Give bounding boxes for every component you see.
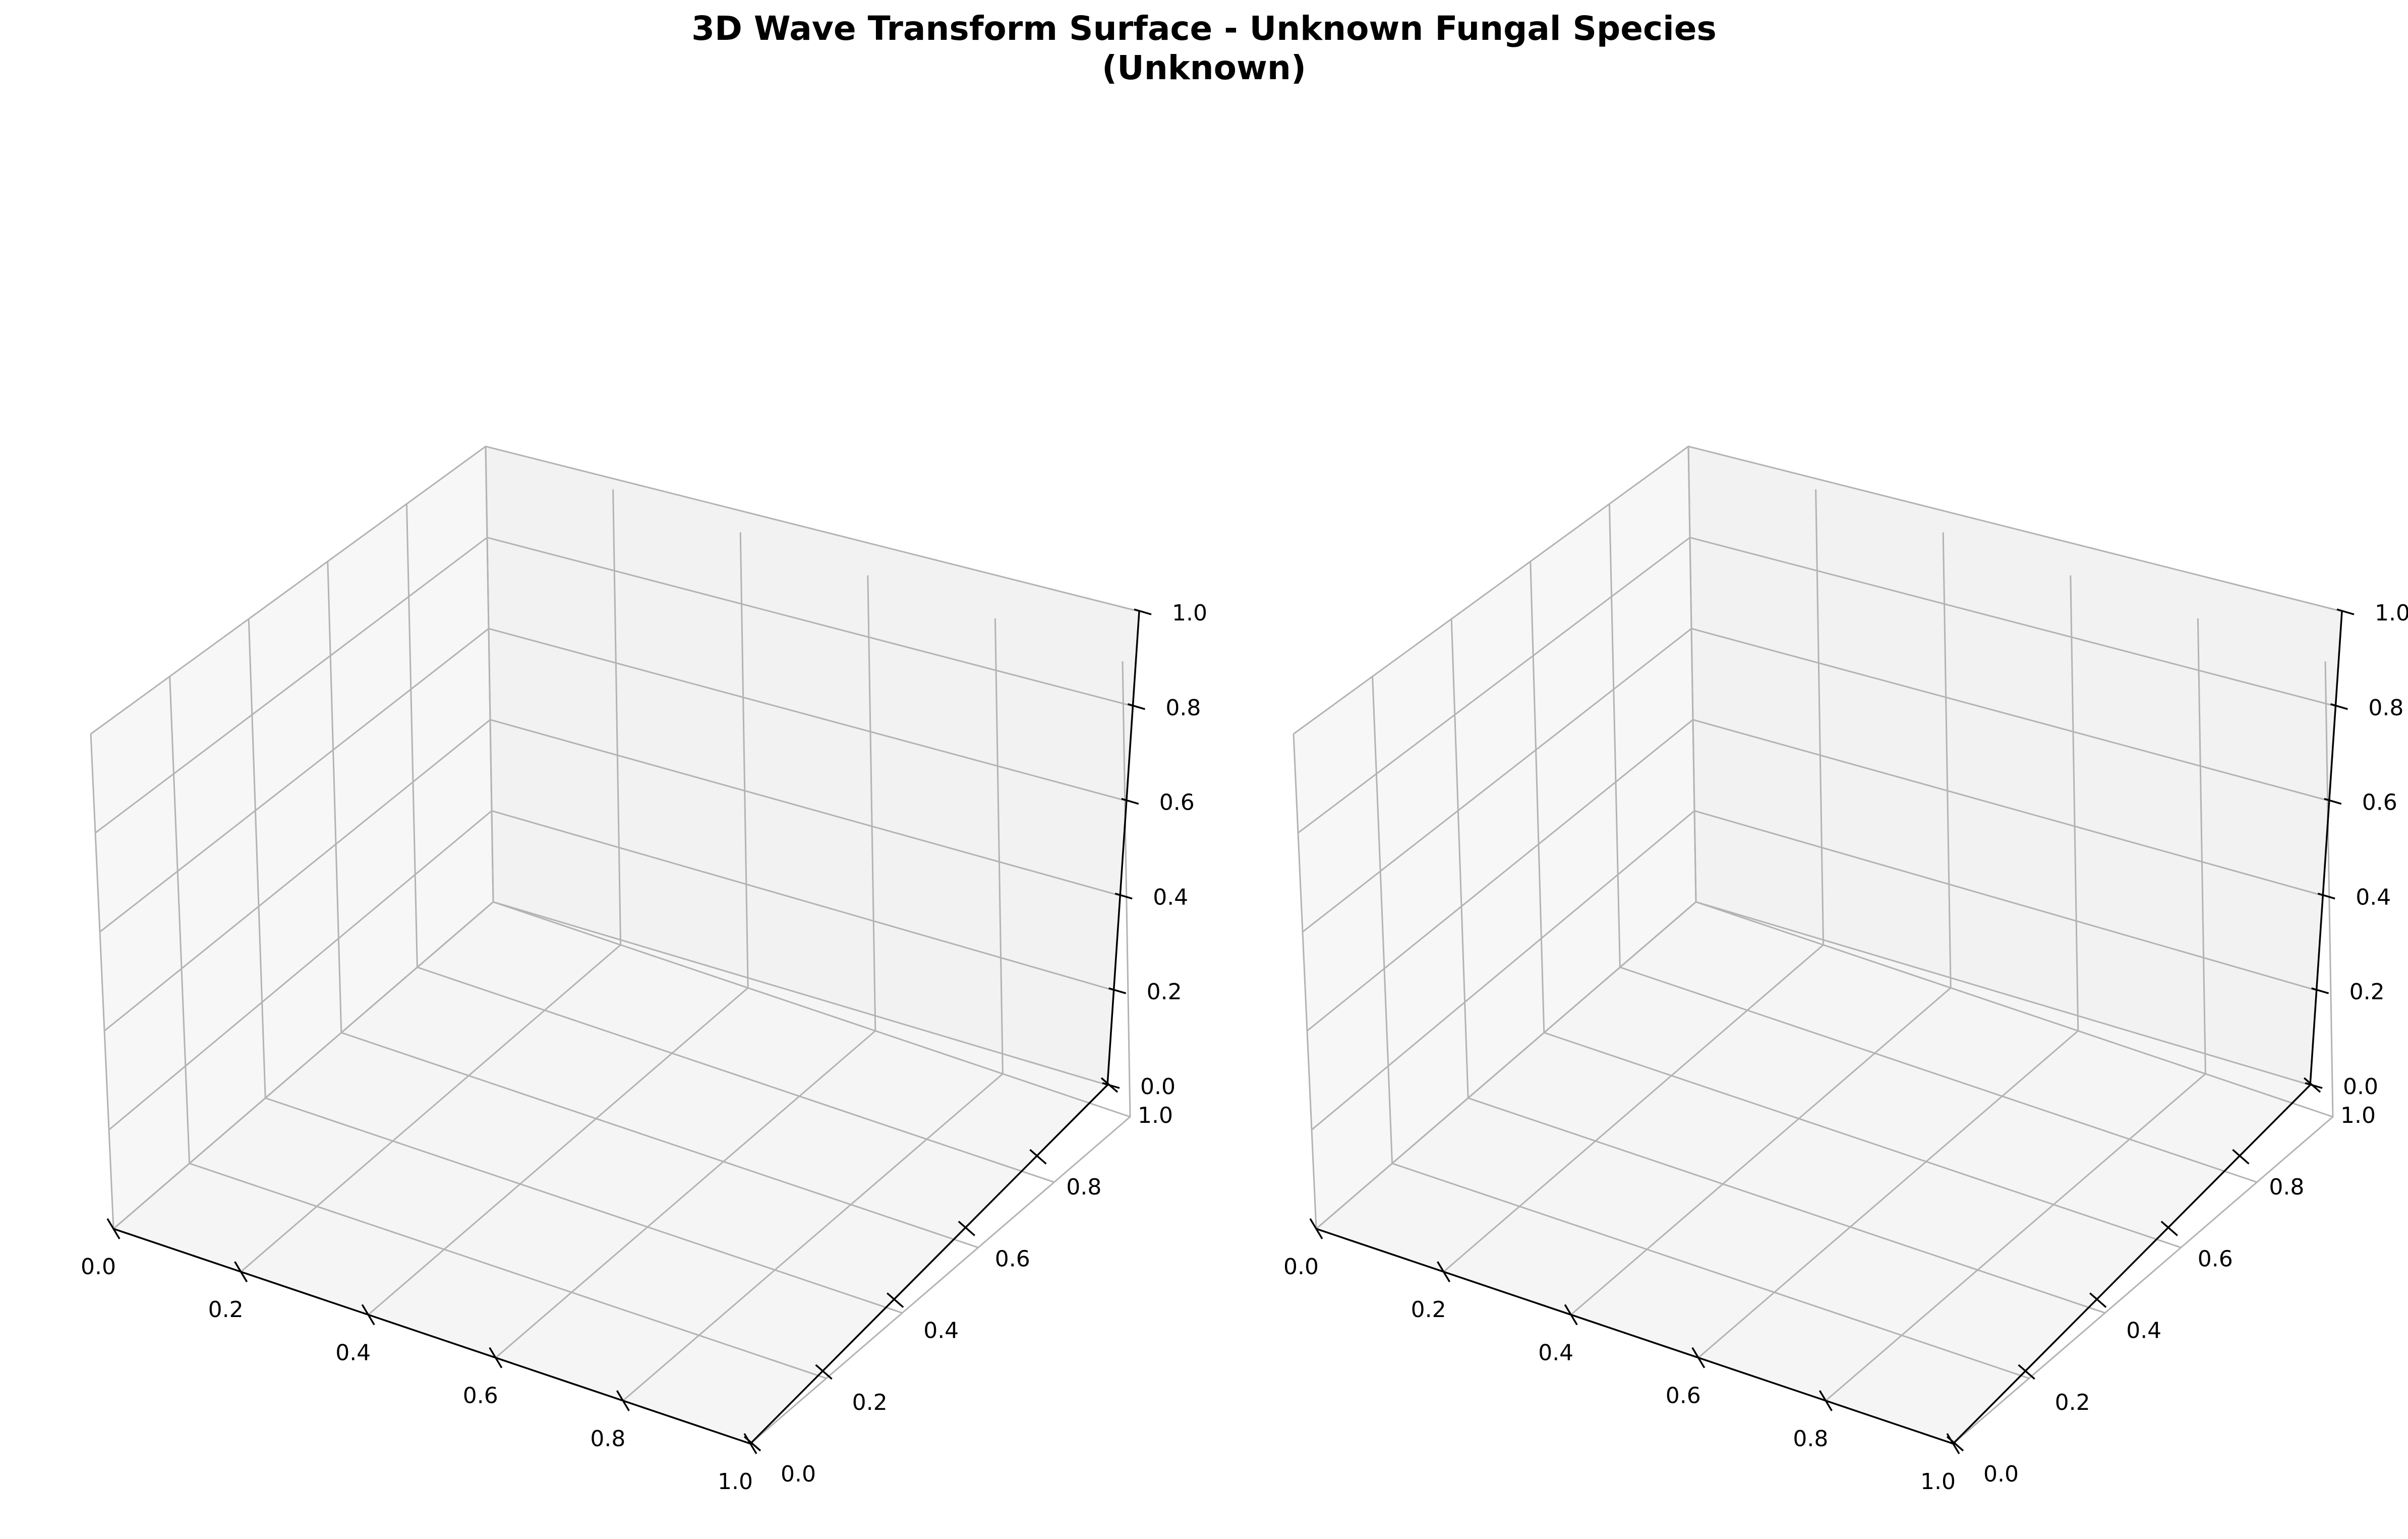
z-tick-label: 0.2 bbox=[2350, 979, 2385, 1005]
x-tick-mark bbox=[1564, 1304, 1578, 1326]
y-tick-mark bbox=[958, 1221, 975, 1236]
z-tick-mark bbox=[1102, 1082, 1120, 1089]
grid-line-z bbox=[1298, 536, 2336, 834]
x-tick-label: 0.8 bbox=[590, 1426, 625, 1452]
figure-title-line1: 3D Wave Transform Surface - Unknown Fung… bbox=[691, 9, 1717, 48]
z-tick-mark bbox=[2324, 797, 2342, 805]
y-axis-line bbox=[1952, 1084, 2311, 1445]
z-axis-line bbox=[1106, 611, 1140, 1086]
x-tick-mark bbox=[1818, 1390, 1833, 1411]
grid-line-z bbox=[1311, 810, 2317, 1130]
y-tick-label: 1.0 bbox=[2340, 1103, 2376, 1128]
z-tick-mark bbox=[2311, 987, 2329, 994]
x-axis-line bbox=[113, 1228, 751, 1445]
z-tick-label: 0.6 bbox=[2362, 790, 2397, 816]
y-tick-label: 0.4 bbox=[923, 1318, 959, 1344]
y-tick-label: 0.4 bbox=[2126, 1318, 2161, 1344]
x-tick-label: 0.6 bbox=[463, 1383, 498, 1409]
z-tick-label: 0.8 bbox=[1165, 695, 1201, 721]
grid-line-z bbox=[108, 810, 1114, 1130]
z-tick-label: 0.0 bbox=[1140, 1074, 1176, 1100]
x-tick-mark bbox=[743, 1433, 757, 1454]
y-tick-mark bbox=[815, 1364, 833, 1380]
y-tick-mark bbox=[887, 1292, 904, 1308]
x-tick-label: 0.6 bbox=[1666, 1383, 1701, 1409]
grid-line-z bbox=[99, 628, 1127, 933]
x-axis-line bbox=[1316, 1228, 1954, 1445]
z-tick-mark bbox=[2336, 608, 2355, 615]
z-tick-mark bbox=[2330, 703, 2348, 710]
grid-line-z bbox=[1302, 628, 2330, 933]
y-tick-label: 0.2 bbox=[852, 1390, 888, 1415]
z-tick-label: 0.2 bbox=[1147, 979, 1182, 1005]
grid-line-z bbox=[1293, 445, 2342, 735]
x-tick-mark bbox=[1691, 1347, 1706, 1369]
subplot-2: 0.0 0.2 0.4 0.6 0.8 1.0 0.0 0.2 0.4 0.6 0.8 1.0 0.0 0… bbox=[1283, 445, 2408, 1495]
y-tick-mark bbox=[1946, 1436, 1964, 1452]
z-tick-mark bbox=[1121, 797, 1139, 805]
subplot-1: 0.0 0.2 0.4 0.6 0.8 1.0 0.0 0.2 0.4 0.6 0.8 1.0 0.0 0… bbox=[81, 445, 1207, 1495]
y-tick-label: 1.0 bbox=[1138, 1103, 1173, 1128]
y-tick-label: 0.0 bbox=[1983, 1461, 2019, 1487]
grid-line-z bbox=[104, 719, 1121, 1032]
grid-line-z bbox=[90, 445, 1140, 735]
z-tick-label: 0.4 bbox=[1153, 884, 1188, 910]
figure-title: 3D Wave Transform Surface - Unknown Fung… bbox=[0, 9, 2408, 88]
grid-line-z bbox=[95, 536, 1133, 834]
y-tick-mark bbox=[2232, 1149, 2250, 1165]
z-tick-mark bbox=[2317, 892, 2335, 900]
figure-title-line2: (Unknown) bbox=[1101, 48, 1307, 87]
y-tick-label: 0.8 bbox=[1066, 1174, 1101, 1200]
y-tick-label: 0.6 bbox=[995, 1246, 1030, 1272]
z-tick-label: 1.0 bbox=[2375, 600, 2408, 626]
z-tick-label: 0.8 bbox=[2368, 695, 2403, 721]
x-tick-mark bbox=[1309, 1218, 1323, 1239]
y-tick-label: 0.8 bbox=[2269, 1174, 2304, 1200]
y-tick-mark bbox=[2018, 1364, 2035, 1380]
z-tick-mark bbox=[1134, 608, 1152, 615]
x-tick-mark bbox=[1437, 1261, 1451, 1283]
z-tick-label: 0.4 bbox=[2356, 884, 2391, 910]
x-tick-label: 0.0 bbox=[81, 1254, 116, 1280]
y-tick-label: 0.2 bbox=[2055, 1390, 2090, 1415]
y-tick-mark bbox=[1029, 1149, 1047, 1165]
z-tick-label: 0.0 bbox=[2343, 1074, 2378, 1100]
grid-line-z bbox=[1307, 719, 2323, 1032]
x-tick-label: 1.0 bbox=[1920, 1469, 1956, 1495]
y-tick-mark bbox=[2089, 1292, 2107, 1308]
z-tick-label: 1.0 bbox=[1172, 600, 1207, 626]
y-tick-mark bbox=[2160, 1221, 2178, 1236]
z-tick-mark bbox=[1108, 987, 1127, 994]
y-axis-line bbox=[749, 1084, 1108, 1445]
x-tick-label: 0.4 bbox=[335, 1340, 371, 1365]
x-tick-mark bbox=[234, 1261, 248, 1283]
y-tick-label: 0.6 bbox=[2198, 1246, 2233, 1272]
y-tick-label: 0.0 bbox=[781, 1461, 816, 1487]
x-tick-label: 1.0 bbox=[718, 1469, 753, 1495]
x-tick-mark bbox=[106, 1218, 121, 1239]
z-axis-line bbox=[2309, 611, 2343, 1086]
z-tick-mark bbox=[1127, 703, 1145, 710]
z-tick-label: 0.6 bbox=[1159, 790, 1195, 816]
z-tick-mark bbox=[2305, 1082, 2323, 1089]
x-tick-mark bbox=[616, 1390, 630, 1411]
x-tick-mark bbox=[1946, 1433, 1960, 1454]
grid-line-z bbox=[113, 901, 1108, 1230]
grid-line-z bbox=[1316, 901, 2311, 1230]
x-tick-mark bbox=[489, 1347, 503, 1369]
z-tick-mark bbox=[1114, 892, 1133, 900]
x-tick-label: 0.0 bbox=[1283, 1254, 1319, 1280]
x-tick-label: 0.4 bbox=[1538, 1340, 1573, 1365]
x-tick-label: 0.2 bbox=[1411, 1297, 1446, 1323]
x-tick-label: 0.2 bbox=[208, 1297, 244, 1323]
x-tick-mark bbox=[361, 1304, 375, 1326]
x-tick-label: 0.8 bbox=[1793, 1426, 1828, 1452]
y-tick-mark bbox=[743, 1436, 761, 1452]
